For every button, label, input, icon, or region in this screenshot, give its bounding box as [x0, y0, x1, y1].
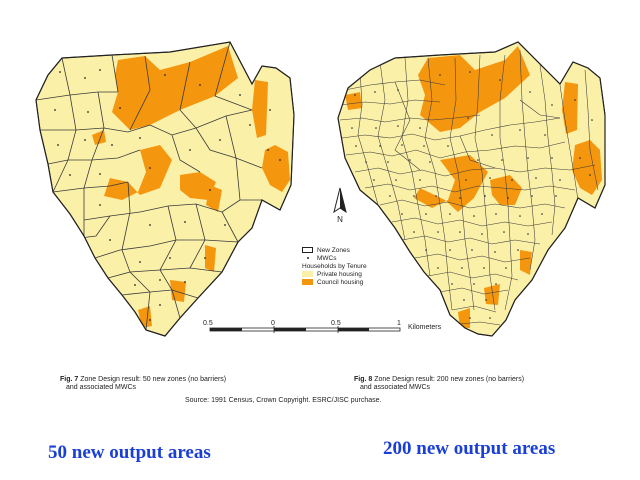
- private-housing-swatch: [302, 271, 313, 277]
- council-housing-areas-left: [92, 46, 290, 328]
- mwc-points-right: [351, 71, 593, 319]
- council-housing-areas-right: [345, 46, 602, 328]
- map-left: [35, 41, 295, 337]
- legend-row-mwcs: MWCs: [302, 254, 412, 262]
- caption-right: Fig. 8 Zone Design result: 200 new zones…: [354, 376, 524, 392]
- caption-left-fig: Fig. 7: [60, 376, 79, 383]
- scale-tick-0: 0.5: [203, 320, 213, 327]
- caption-left-line1: Zone Design result: 50 new zones (no bar…: [80, 376, 227, 383]
- scale-tick-1: 0: [271, 320, 275, 327]
- council-housing-swatch: [302, 279, 313, 285]
- scale-bar: [209, 326, 401, 333]
- new-zones-swatch: [302, 247, 313, 253]
- headline-left: 50 new output areas: [48, 442, 211, 463]
- legend-row-new-zones: New Zones: [302, 246, 412, 254]
- caption-right-line1: Zone Design result: 200 new zones (no ba…: [374, 376, 525, 383]
- headline-right: 200 new output areas: [383, 438, 556, 459]
- map-right: [337, 41, 606, 337]
- legend-council-label: Council housing: [317, 278, 364, 286]
- legend-mwcs-label: MWCs: [317, 254, 337, 262]
- caption-left-line2: and associated MWCs: [66, 384, 137, 391]
- legend-private-label: Private housing: [317, 270, 362, 278]
- north-label: N: [337, 215, 343, 224]
- caption-left: Fig. 7 Zone Design result: 50 new zones …: [60, 376, 226, 392]
- scale-unit: Kilometers: [408, 324, 442, 331]
- legend-heading: Households by Tenure: [302, 262, 367, 270]
- zone-boundaries-left: [36, 42, 263, 331]
- scale-tick-3: 1: [397, 320, 401, 327]
- map-legend: New Zones MWCs Households by Tenure Priv…: [302, 246, 412, 286]
- caption-right-fig: Fig. 8: [354, 376, 373, 383]
- source-note: Source: 1991 Census, Crown Copyright. ES…: [185, 397, 382, 404]
- legend-row-council: Council housing: [302, 278, 412, 286]
- legend-new-zones-label: New Zones: [317, 246, 350, 254]
- mwc-points-left: [54, 69, 281, 321]
- scale-tick-2: 0.5: [331, 320, 341, 327]
- north-arrow-icon: [333, 187, 347, 214]
- mwc-dot-icon: [302, 255, 313, 261]
- caption-right-line2: and associated MWCs: [360, 384, 431, 391]
- legend-row-private: Private housing: [302, 270, 412, 278]
- zone-boundaries-right: [339, 49, 599, 326]
